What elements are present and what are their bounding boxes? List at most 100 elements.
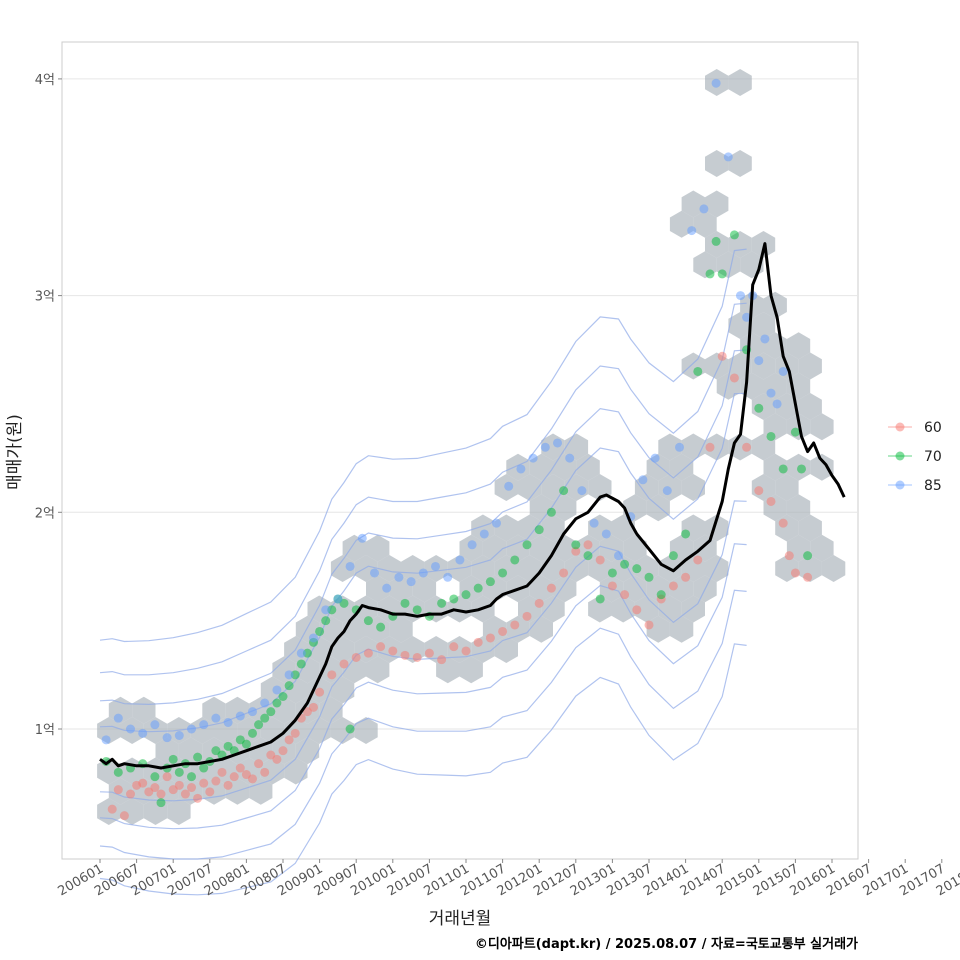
point-60: [107, 804, 117, 814]
point-70: [510, 555, 520, 565]
hexbin-cell: [529, 534, 553, 562]
point-60: [412, 652, 422, 662]
y-tick-label: 3억: [35, 290, 55, 305]
point-70: [345, 724, 355, 734]
point-70: [632, 564, 642, 574]
hexbin-cell: [307, 717, 331, 744]
point-70: [248, 728, 257, 738]
point-60: [729, 373, 739, 383]
point-85: [223, 717, 233, 727]
hexbin-cell: [482, 534, 507, 562]
point-60: [400, 650, 410, 660]
hexbin-cell: [541, 514, 565, 542]
point-70: [546, 507, 556, 517]
hexbin-cell: [705, 433, 729, 461]
point-60: [376, 642, 386, 652]
point-85: [675, 442, 684, 452]
point-70: [315, 626, 325, 636]
point-60: [248, 774, 257, 784]
point-60: [315, 687, 325, 697]
hexbin-cell: [786, 332, 811, 360]
point-60: [424, 648, 434, 658]
point-70: [174, 767, 184, 777]
point-60: [784, 551, 794, 561]
y-tick-label: 2억: [35, 506, 55, 521]
point-60: [217, 767, 227, 777]
hexbin-cell: [366, 656, 390, 684]
point-70: [461, 590, 471, 600]
trend-line: [99, 242, 846, 770]
hexbin-cell: [681, 190, 705, 218]
point-85: [150, 720, 160, 730]
legend-label: 60: [924, 420, 942, 436]
point-60: [180, 789, 190, 799]
hexbin-cell: [529, 575, 553, 603]
point-85: [296, 648, 306, 658]
hexbin-cell: [330, 676, 355, 704]
point-85: [113, 713, 123, 723]
point-85: [662, 486, 672, 496]
point-85: [754, 356, 764, 366]
point-70: [729, 230, 739, 240]
hexbin-cell: [705, 190, 729, 218]
density-contour: [99, 302, 747, 676]
point-70: [254, 720, 264, 730]
point-60: [327, 670, 337, 680]
hexbin-cell: [401, 555, 425, 582]
point-60: [223, 780, 233, 790]
hexbin-cell: [798, 514, 822, 542]
legend-swatch-point: [895, 422, 905, 432]
point-85: [553, 438, 562, 448]
point-70: [559, 486, 569, 496]
point-60: [766, 496, 776, 506]
hexbin-cell: [623, 534, 647, 562]
hexbin-cell: [705, 555, 729, 582]
point-60: [510, 620, 520, 630]
point-70: [113, 767, 123, 777]
point-60: [693, 555, 703, 565]
point-85: [492, 518, 501, 528]
hexbin-cell: [810, 534, 834, 562]
point-60: [199, 778, 209, 788]
point-60: [632, 605, 642, 615]
point-85: [699, 204, 709, 214]
point-85: [321, 605, 331, 615]
point-85: [778, 366, 788, 376]
point-60: [449, 642, 459, 652]
point-70: [607, 568, 617, 578]
point-70: [156, 798, 166, 808]
point-60: [284, 735, 294, 745]
point-85: [187, 724, 196, 734]
point-60: [351, 652, 361, 662]
point-70: [705, 269, 715, 279]
point-85: [479, 529, 489, 539]
point-60: [187, 783, 196, 793]
hexbin-cell: [260, 757, 285, 785]
point-85: [650, 453, 660, 463]
point-85: [443, 572, 453, 582]
point-85: [504, 481, 514, 491]
point-85: [357, 533, 367, 543]
point-60: [803, 572, 813, 582]
point-70: [797, 464, 806, 474]
point-60: [705, 442, 715, 452]
point-70: [668, 551, 678, 561]
point-70: [681, 529, 691, 539]
hexbin-cell: [506, 534, 530, 562]
hexbin-cell: [518, 514, 542, 542]
point-85: [211, 713, 221, 723]
hexbin-cell: [669, 453, 694, 481]
point-70: [150, 772, 160, 782]
hexbin-cell: [810, 413, 834, 441]
point-60: [193, 793, 203, 803]
point-70: [717, 269, 727, 279]
point-85: [406, 577, 416, 587]
hexbin-cell: [576, 453, 600, 481]
hexbin-cell: [295, 737, 320, 765]
hexbin-cell: [751, 312, 776, 339]
point-70: [296, 659, 306, 669]
point-70: [595, 594, 605, 604]
point-60: [205, 787, 215, 797]
point-60: [309, 702, 318, 712]
point-60: [272, 754, 282, 764]
